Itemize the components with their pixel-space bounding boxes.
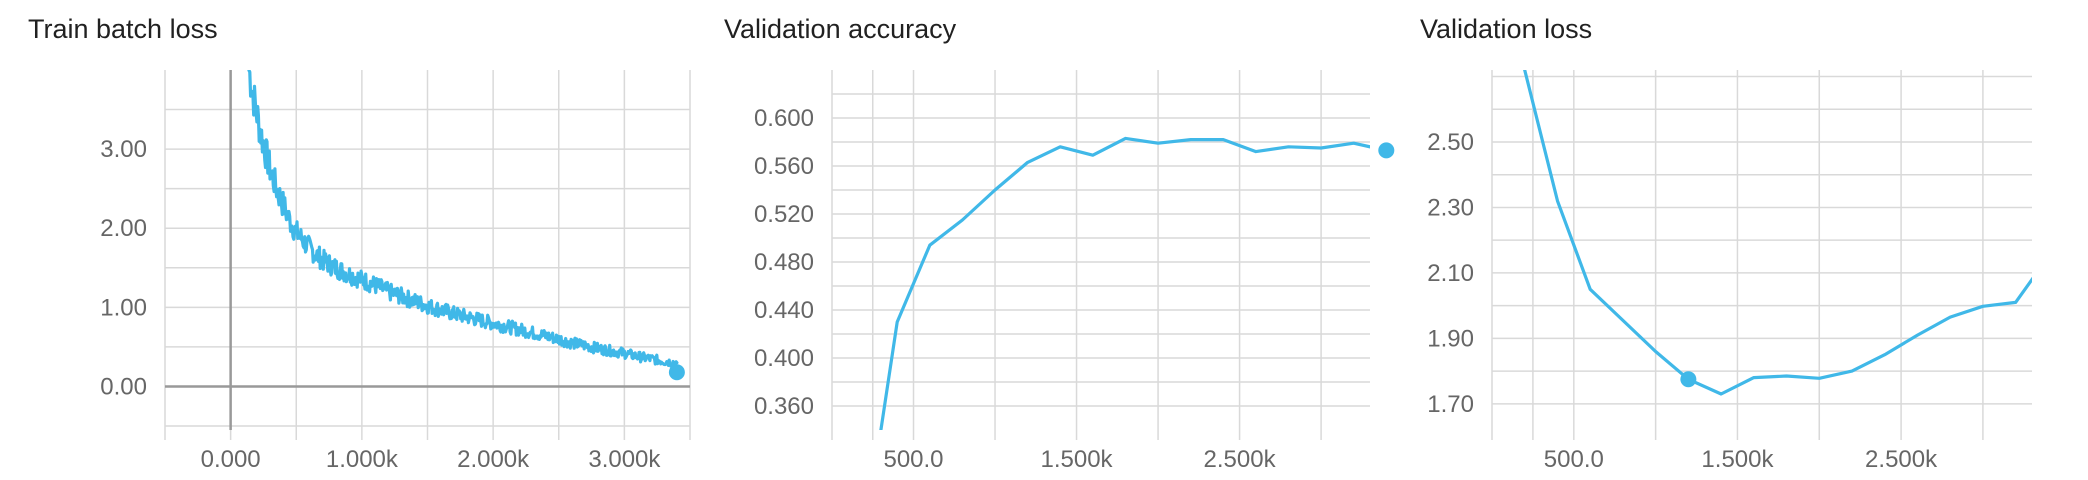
x-tick-label: 1.000k	[326, 446, 399, 473]
y-tick-label: 2.10	[1427, 260, 1474, 287]
gridlines	[164, 70, 691, 440]
series-line	[879, 136, 1370, 430]
y-tick-label: 1.90	[1427, 325, 1474, 352]
y-tick-label: 2.00	[100, 215, 147, 242]
y-tick-label: 2.30	[1427, 194, 1474, 221]
y-tick-label: 3.00	[100, 136, 147, 163]
series-end-marker	[668, 364, 685, 381]
line-chart: 0.00 1.00 2.00 3.00 0.000 1.000k 2.000k 3.000k	[100, 70, 691, 473]
x-tick-label: 3.000k	[588, 446, 661, 473]
y-tick-label: 0.00	[100, 373, 147, 400]
chart-title: Validation loss	[1420, 14, 1593, 44]
series-end-marker	[1378, 142, 1395, 159]
y-tick-label: 0.360	[754, 393, 814, 420]
x-tick-label: 2.500k	[1865, 446, 1938, 473]
y-tick-label: 0.400	[754, 345, 814, 372]
chart-title: Train batch loss	[28, 14, 218, 44]
series-line	[1523, 70, 2032, 396]
y-tick-label: 0.600	[754, 105, 814, 132]
y-tick-label: 2.50	[1427, 129, 1474, 156]
line-chart: 0.360 0.400 0.440 0.480 0.520 0.560 0.600 500.0…	[754, 70, 1395, 473]
chart-panel-validation-loss: Validation loss 1.70 1.90 2.10 2.30 2.50 500.…	[1392, 0, 2088, 480]
chart-panel-train-batch-loss: Train batch loss 0.00 1.00 2.00 3.00 0.000 1.…	[0, 0, 696, 480]
x-tick-label: 2.000k	[457, 446, 530, 473]
y-tick-label: 0.480	[754, 249, 814, 276]
x-tick-label: 1.500k	[1041, 446, 1114, 473]
y-tick-label: 1.70	[1427, 391, 1474, 418]
series-end-marker	[1680, 371, 1697, 388]
gridlines	[1491, 70, 2032, 440]
x-tick-label: 500.0	[1544, 446, 1604, 473]
chart-title: Validation accuracy	[724, 14, 957, 44]
series-line	[247, 70, 679, 368]
x-tick-label: 500.0	[883, 446, 943, 473]
y-tick-label: 0.520	[754, 201, 814, 228]
chart-panel-validation-accuracy: Validation accuracy 0.360 0.400 0.440 0.480…	[696, 0, 1395, 480]
x-tick-label: 1.500k	[1701, 446, 1774, 473]
y-tick-label: 1.00	[100, 294, 147, 321]
x-tick-label: 0.000	[201, 446, 261, 473]
y-tick-label: 0.560	[754, 153, 814, 180]
x-tick-label: 2.500k	[1204, 446, 1277, 473]
y-tick-label: 0.440	[754, 297, 814, 324]
line-chart: 1.70 1.90 2.10 2.30 2.50 500.0 1.500k 2.500k	[1427, 70, 2032, 473]
gridlines	[831, 70, 1370, 440]
